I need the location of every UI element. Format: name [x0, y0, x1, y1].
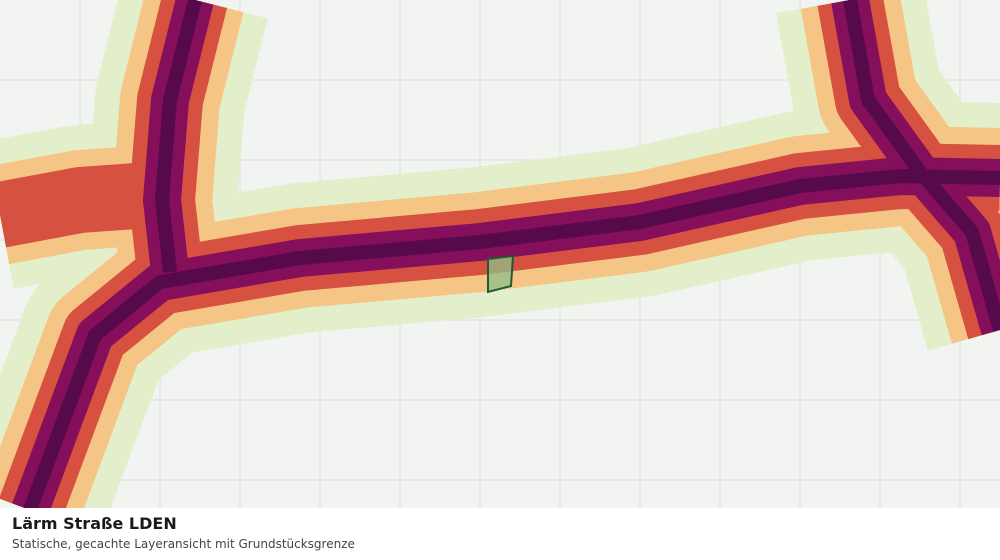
caption: Lärm Straße LDEN Statische, gecachte Lay… — [0, 508, 1000, 560]
map-title: Lärm Straße LDEN — [12, 514, 177, 533]
map-view[interactable] — [0, 0, 1000, 508]
map-subtitle: Statische, gecachte Layeransicht mit Gru… — [12, 537, 355, 551]
parcel-boundary[interactable] — [487, 254, 515, 294]
